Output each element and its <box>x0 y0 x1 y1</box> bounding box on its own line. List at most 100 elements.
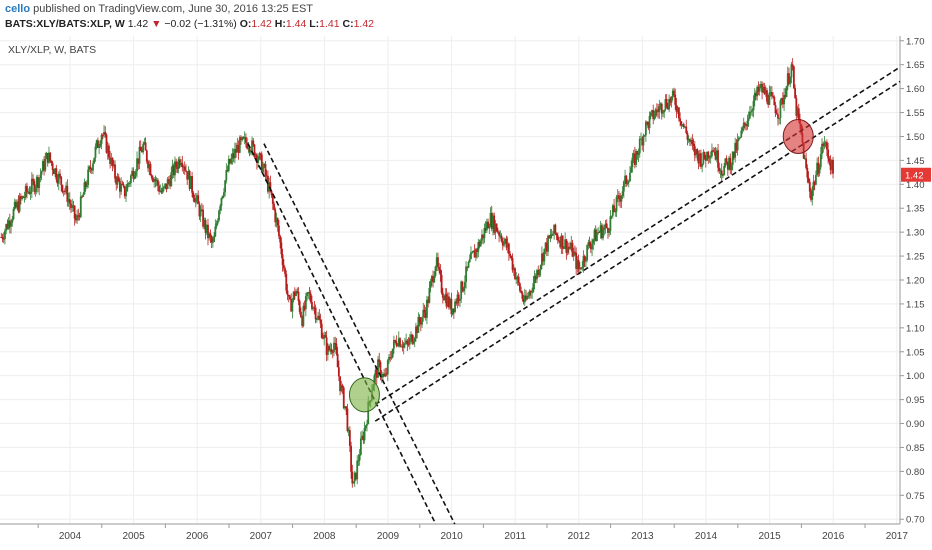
candle-body <box>636 151 639 155</box>
candle-body <box>87 169 90 186</box>
down-arrow-icon: ▼ <box>151 18 162 30</box>
candle-body <box>618 195 620 200</box>
low-label: L: <box>309 18 320 30</box>
candle-body <box>248 147 251 152</box>
candle-body <box>709 156 712 158</box>
candle-body <box>555 233 558 236</box>
candle-body <box>101 134 104 136</box>
candle-body <box>287 294 290 297</box>
candle-body <box>81 196 83 198</box>
candle-body <box>335 343 338 354</box>
candle-body <box>153 179 156 182</box>
candle-body <box>438 266 441 270</box>
candle-body <box>307 292 310 294</box>
candle-body <box>822 143 825 147</box>
candle-body <box>832 159 834 174</box>
candle-body <box>65 185 67 192</box>
candle-body <box>668 98 671 110</box>
candle-body <box>243 137 246 139</box>
candle-body <box>84 182 87 187</box>
candle-body <box>778 118 781 120</box>
candle-body <box>262 166 264 173</box>
candle-body <box>314 307 317 320</box>
candle-body <box>823 143 826 147</box>
candle-body <box>342 387 345 409</box>
candle-body <box>769 92 772 94</box>
candle-body <box>586 244 589 261</box>
candle-body <box>813 181 816 185</box>
y-tick-label: 1.45 <box>906 156 925 167</box>
candle-body <box>450 298 453 315</box>
candle-body <box>424 312 427 318</box>
candle-body <box>304 296 307 310</box>
candle-body <box>345 406 348 409</box>
candle-body <box>397 338 400 346</box>
candle-body <box>282 264 285 269</box>
candle-body <box>785 86 788 98</box>
candle-body <box>183 166 186 171</box>
candle-body <box>220 198 223 206</box>
candle-body <box>714 152 717 160</box>
candle-body <box>456 294 459 304</box>
candle-body <box>357 460 360 462</box>
candle-body <box>541 253 543 266</box>
candle-body <box>532 283 535 292</box>
candle-body <box>814 175 817 185</box>
candle-body <box>415 326 417 339</box>
x-tick-label: 2011 <box>504 531 526 542</box>
candle-body <box>404 343 406 345</box>
green-circle-marker[interactable] <box>348 377 380 413</box>
candle-body <box>728 157 730 170</box>
candle-body <box>725 158 728 162</box>
candle-body <box>318 315 321 320</box>
candle-body <box>807 177 810 182</box>
trendline-1[interactable] <box>247 143 437 525</box>
candle-body <box>465 266 467 283</box>
candle-body <box>653 115 656 120</box>
candle-body <box>167 179 170 181</box>
candle-body <box>671 90 674 97</box>
candle-body <box>334 342 337 344</box>
candle-body <box>511 258 514 271</box>
candle-body <box>561 235 564 249</box>
candle-body <box>136 158 138 172</box>
candle-body <box>490 212 493 229</box>
candle-body <box>569 247 571 249</box>
candle-body <box>178 159 181 166</box>
candle-body <box>236 144 239 153</box>
candle-body <box>28 191 31 194</box>
candle-body <box>581 267 584 269</box>
candle-body <box>301 317 304 327</box>
candle-body <box>393 340 395 349</box>
candle-body <box>380 376 383 378</box>
candle-body <box>164 183 167 187</box>
candle-body <box>736 139 739 151</box>
candle-body <box>495 223 498 232</box>
y-tick-label: 0.85 <box>906 443 925 454</box>
candle-body <box>48 152 50 163</box>
candle-body <box>13 201 16 209</box>
candle-body <box>285 273 288 291</box>
trendline-2[interactable] <box>263 143 456 525</box>
candle-body <box>607 228 609 233</box>
candle-body <box>554 224 557 234</box>
candle-body <box>172 165 175 176</box>
candle-body <box>467 262 470 268</box>
chart-legend: XLY/XLP, W, BATS <box>8 44 96 56</box>
author-link[interactable]: cello <box>5 3 31 15</box>
candle-body <box>51 163 54 171</box>
candle-body <box>67 199 70 202</box>
candle-body <box>215 223 218 227</box>
candle-body <box>155 179 158 181</box>
candle-body <box>264 164 267 176</box>
candle-body <box>363 428 366 441</box>
candle-body <box>49 152 52 161</box>
candle-body <box>290 299 293 312</box>
candle-body <box>706 151 708 161</box>
price-chart[interactable]: 1.70 1.65 1.60 1.55 1.50 1.45 1.40 1.35 1.30 1.25… <box>0 36 932 550</box>
candle-body <box>571 242 574 257</box>
candle-body <box>298 301 301 312</box>
candle-body <box>594 229 597 242</box>
red-circle-marker[interactable] <box>782 118 814 154</box>
candle-body <box>455 301 458 304</box>
